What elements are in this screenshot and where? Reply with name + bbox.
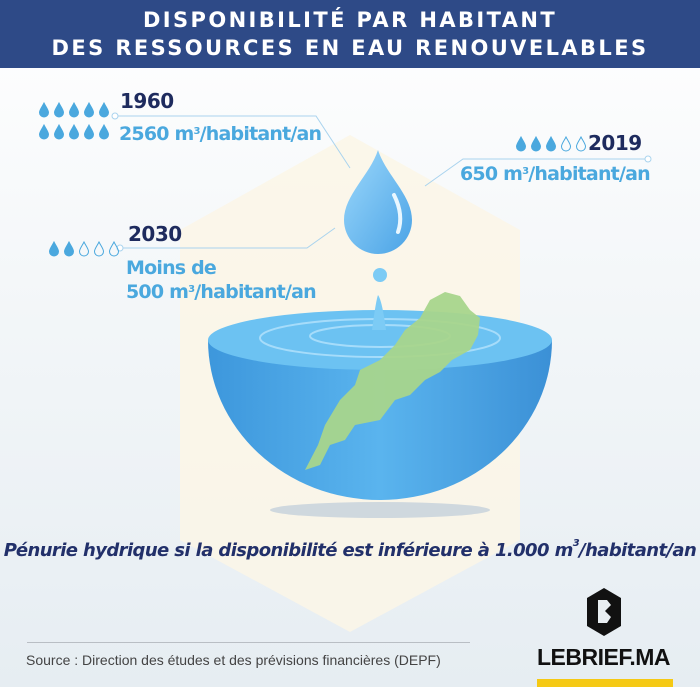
filled-drop-icon xyxy=(68,102,80,118)
title-line-2: DES RESSOURCES EN EAU RENOUVELABLES xyxy=(51,36,649,60)
filled-drop-icon xyxy=(98,102,110,118)
leader-lines xyxy=(111,112,652,252)
empty-drop-icon xyxy=(93,241,105,257)
bowl-shadow xyxy=(270,502,490,518)
year-2019: 2019 xyxy=(588,131,642,155)
filled-drop-icon xyxy=(53,124,65,140)
filled-drop-icon xyxy=(68,124,80,140)
filled-drop-icon xyxy=(83,124,95,140)
drop-rating-2030 xyxy=(48,241,120,257)
filled-drop-icon xyxy=(53,102,65,118)
filled-drop-icon xyxy=(530,136,542,152)
divider xyxy=(27,642,470,643)
value-2030: Moins de 500 m3/habitant/an xyxy=(126,257,317,303)
filled-drop-icon xyxy=(63,241,75,257)
drop-rating-1960 xyxy=(38,102,113,140)
empty-drop-icon xyxy=(108,241,120,257)
filled-drop-icon xyxy=(48,241,60,257)
filled-drop-icon xyxy=(98,124,110,140)
title-line-1: DISPONIBILITÉ PAR HABITANT xyxy=(142,8,558,32)
drop-rating-2019 xyxy=(515,136,587,152)
year-1960: 1960 xyxy=(120,89,174,113)
title-banner: DISPONIBILITÉ PAR HABITANT DES RESSOURCE… xyxy=(0,0,700,68)
splash xyxy=(372,295,386,330)
empty-drop-icon xyxy=(78,241,90,257)
lebrief-logo-icon xyxy=(587,588,621,636)
filled-drop-icon xyxy=(515,136,527,152)
year-2030: 2030 xyxy=(128,222,182,246)
value-1960: 2560 m3/habitant/an xyxy=(119,123,322,145)
filled-drop-icon xyxy=(38,102,50,118)
filled-drop-icon xyxy=(545,136,557,152)
scarcity-note: Pénurie hydrique si la disponibilité est… xyxy=(3,538,697,561)
filled-drop-icon xyxy=(83,102,95,118)
source-text: Source : Direction des études et des pré… xyxy=(26,652,441,668)
logo-bar xyxy=(537,679,673,687)
empty-drop-icon xyxy=(560,136,572,152)
morocco-map xyxy=(305,292,480,470)
small-drop xyxy=(373,268,387,282)
logo-text: LEBRIEF.MA xyxy=(537,644,671,670)
empty-drop-icon xyxy=(575,136,587,152)
value-2019: 650 m3/habitant/an xyxy=(460,163,651,185)
water-drop-icon xyxy=(344,150,412,254)
filled-drop-icon xyxy=(38,124,50,140)
